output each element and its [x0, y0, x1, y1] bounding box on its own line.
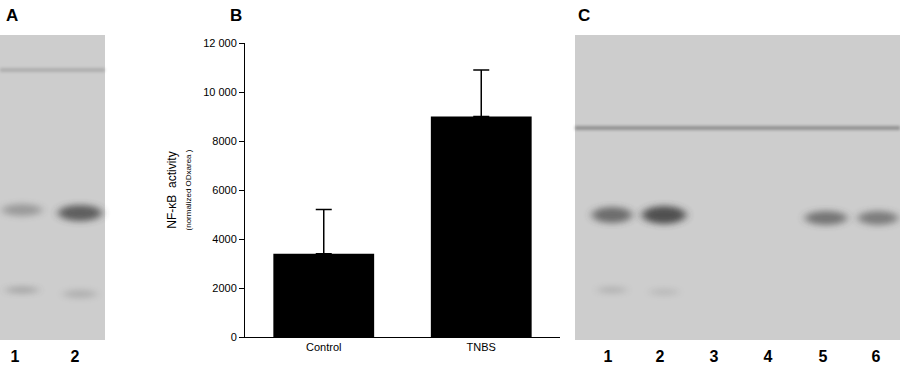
- svg-text:Control: Control: [306, 341, 341, 353]
- svg-text:TNBS: TNBS: [467, 341, 496, 353]
- html-text:A: A: [6, 6, 19, 25]
- html-text:C: C: [578, 6, 591, 25]
- svg-text:1: 1: [11, 348, 20, 365]
- svg-text:0: 0: [231, 331, 237, 343]
- svg-text:6: 6: [872, 348, 881, 365]
- svg-text:10 000: 10 000: [203, 86, 237, 98]
- svg-text:2: 2: [71, 348, 80, 365]
- svg-text:8000: 8000: [212, 135, 236, 147]
- svg-text:4000: 4000: [212, 233, 236, 245]
- svg-text:12 000: 12 000: [203, 37, 237, 49]
- svg-text:2000: 2000: [212, 282, 236, 294]
- svg-text:4: 4: [764, 348, 773, 365]
- html-text:B: B: [230, 6, 243, 25]
- svg-text:NF-κB activity(normalized ODx: NF-κB activity(normalized ODxarea ): [165, 149, 194, 230]
- svg-text:3: 3: [710, 348, 719, 365]
- svg-text:2: 2: [656, 348, 665, 365]
- svg-text:6000: 6000: [212, 184, 236, 196]
- svg-text:5: 5: [819, 348, 828, 365]
- svg-text:1: 1: [604, 348, 613, 365]
